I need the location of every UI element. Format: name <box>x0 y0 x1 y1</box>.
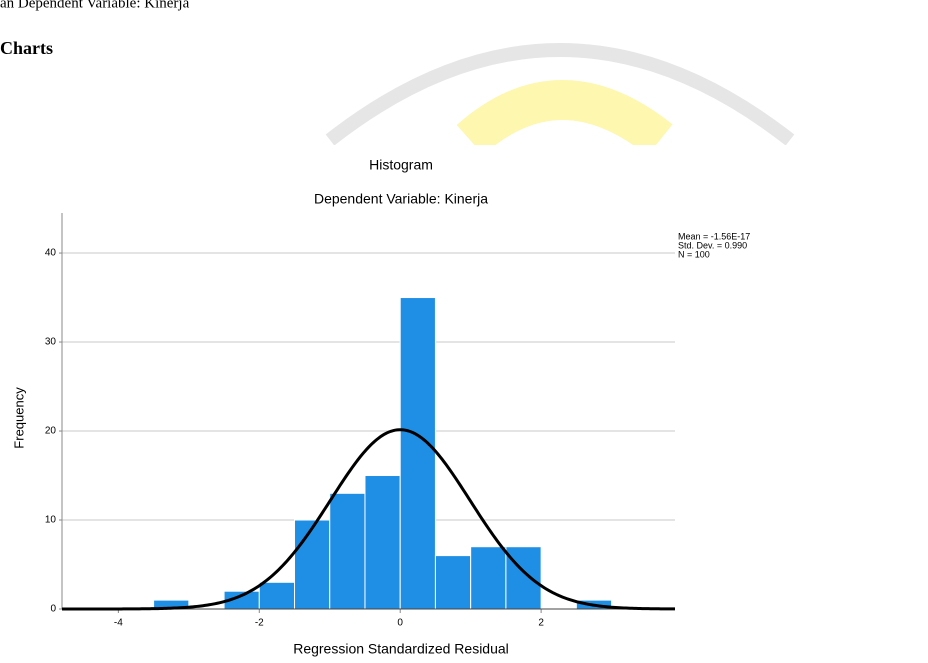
y-tick-label: 30 <box>45 337 57 348</box>
histogram-bar <box>434 555 472 610</box>
x-tick-label: -2 <box>255 618 264 629</box>
normal-curve <box>62 428 676 611</box>
y-tick-label: 20 <box>45 426 57 437</box>
chart-subtitle: Dependent Variable: Kinerja <box>314 191 488 207</box>
y-tick-label: 40 <box>45 248 57 259</box>
histogram-bar <box>258 581 296 610</box>
stats-text: N = 100 <box>678 249 710 259</box>
histogram-bar <box>294 519 331 610</box>
y-tick-label: 0 <box>50 604 56 615</box>
x-tick-label: -4 <box>114 618 123 629</box>
chart-title: Histogram <box>369 157 433 173</box>
watermark-fill <box>456 80 673 156</box>
histogram-bar <box>470 546 507 610</box>
x-tick-label: 2 <box>538 618 544 629</box>
document-heading: Charts <box>0 38 53 58</box>
watermark-arc <box>325 43 795 146</box>
y-tick-label: 10 <box>45 515 57 526</box>
document-text: an Dependent Variable: Kinerja <box>0 0 190 11</box>
stats-text: Mean = -1.56E-17 <box>678 231 750 241</box>
y-axis-label: Frequency <box>11 387 26 449</box>
x-axis-label: Regression Standardized Residual <box>293 641 509 657</box>
histogram-bar <box>399 297 436 610</box>
stats-text: Std. Dev. = 0.990 <box>678 240 747 250</box>
histogram-bar <box>364 475 401 610</box>
histogram-bar <box>329 492 366 610</box>
x-tick-label: 0 <box>397 618 403 629</box>
histogram-bar <box>505 546 542 610</box>
